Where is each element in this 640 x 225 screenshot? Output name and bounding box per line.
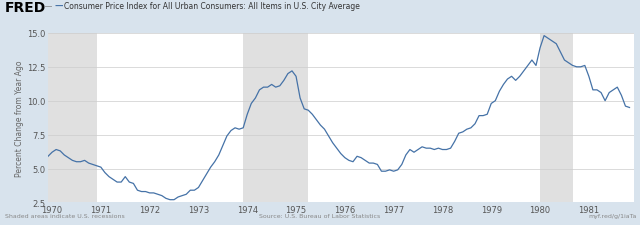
Text: —: —: [44, 2, 52, 11]
Text: Shaded areas indicate U.S. recessions: Shaded areas indicate U.S. recessions: [5, 213, 125, 218]
Text: Consumer Price Index for All Urban Consumers: All Items in U.S. City Average: Consumer Price Index for All Urban Consu…: [64, 2, 360, 11]
Y-axis label: Percent Change from Year Ago: Percent Change from Year Ago: [15, 60, 24, 176]
Bar: [540, 34, 573, 202]
Text: Source: U.S. Bureau of Labor Statistics: Source: U.S. Bureau of Labor Statistics: [259, 213, 381, 218]
Text: FRED: FRED: [5, 1, 46, 15]
Text: myf.red/g/1iaTa: myf.red/g/1iaTa: [588, 213, 637, 218]
Bar: [48, 34, 97, 202]
Bar: [243, 34, 308, 202]
Text: —: —: [54, 2, 63, 11]
